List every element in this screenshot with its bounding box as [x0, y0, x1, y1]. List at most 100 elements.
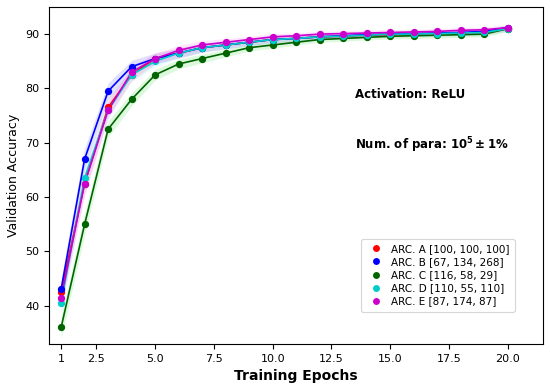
- Point: [245, 39, 254, 45]
- Point: [57, 294, 65, 301]
- Point: [174, 50, 183, 56]
- Point: [315, 31, 324, 37]
- Point: [386, 31, 395, 37]
- Point: [127, 72, 136, 78]
- Point: [174, 50, 183, 56]
- Point: [409, 31, 418, 37]
- Point: [198, 55, 207, 62]
- Point: [409, 33, 418, 39]
- Point: [268, 34, 277, 40]
- Point: [104, 126, 113, 132]
- Point: [456, 32, 465, 38]
- Point: [456, 30, 465, 36]
- Point: [104, 88, 113, 94]
- Point: [80, 221, 89, 227]
- Point: [151, 72, 160, 78]
- Point: [362, 32, 371, 38]
- Point: [221, 39, 230, 45]
- Point: [104, 105, 113, 111]
- Point: [57, 300, 65, 306]
- Point: [57, 286, 65, 292]
- Point: [456, 30, 465, 36]
- Point: [292, 35, 301, 42]
- Point: [80, 181, 89, 187]
- Point: [409, 30, 418, 37]
- Point: [292, 35, 301, 42]
- Point: [245, 39, 254, 45]
- Point: [480, 31, 489, 37]
- Point: [127, 96, 136, 103]
- Point: [315, 34, 324, 40]
- Point: [292, 39, 301, 45]
- Point: [362, 32, 371, 38]
- Point: [503, 26, 512, 32]
- Point: [433, 30, 442, 37]
- Point: [221, 42, 230, 48]
- Point: [174, 47, 183, 53]
- Point: [292, 33, 301, 39]
- Point: [409, 31, 418, 37]
- Point: [480, 27, 489, 33]
- Point: [198, 42, 207, 48]
- Point: [503, 25, 512, 31]
- Point: [480, 28, 489, 34]
- Point: [80, 175, 89, 181]
- Point: [339, 33, 348, 39]
- Point: [292, 35, 301, 42]
- Point: [480, 29, 489, 35]
- Point: [339, 33, 348, 39]
- Point: [268, 36, 277, 43]
- Point: [433, 32, 442, 38]
- Point: [480, 29, 489, 35]
- Point: [151, 55, 160, 62]
- Point: [339, 30, 348, 37]
- Point: [433, 28, 442, 34]
- Point: [268, 36, 277, 43]
- Point: [268, 36, 277, 43]
- Point: [456, 27, 465, 34]
- Point: [503, 25, 512, 31]
- Point: [315, 34, 324, 40]
- Point: [386, 33, 395, 39]
- Y-axis label: Validation Accuracy: Validation Accuracy: [7, 114, 20, 237]
- Point: [174, 61, 183, 67]
- Point: [80, 181, 89, 187]
- Point: [221, 50, 230, 56]
- Point: [362, 32, 371, 38]
- Point: [339, 35, 348, 42]
- Legend: ARC. A [100, 100, 100], ARC. B [67, 134, 268], ARC. C [116, 58, 29], ARC. D [110: ARC. A [100, 100, 100], ARC. B [67, 134,…: [361, 239, 515, 312]
- Point: [151, 55, 160, 62]
- Point: [409, 29, 418, 35]
- Point: [315, 34, 324, 40]
- Point: [386, 32, 395, 38]
- Point: [245, 44, 254, 51]
- Point: [433, 30, 442, 36]
- Point: [456, 29, 465, 35]
- Point: [198, 44, 207, 51]
- Point: [245, 39, 254, 45]
- Point: [127, 69, 136, 75]
- Point: [57, 324, 65, 331]
- Point: [104, 107, 113, 113]
- Point: [80, 156, 89, 162]
- Point: [362, 30, 371, 36]
- Point: [433, 30, 442, 37]
- Point: [57, 289, 65, 295]
- Point: [386, 29, 395, 35]
- Point: [104, 107, 113, 113]
- Point: [198, 44, 207, 51]
- Point: [362, 34, 371, 41]
- Point: [221, 42, 230, 48]
- X-axis label: Training Epochs: Training Epochs: [234, 369, 358, 383]
- Point: [221, 42, 230, 48]
- Point: [339, 33, 348, 39]
- Point: [503, 26, 512, 32]
- Point: [174, 50, 183, 56]
- Point: [386, 31, 395, 37]
- Text: Num. of para: $\mathbf{10^5 \pm 1\%}$: Num. of para: $\mathbf{10^5 \pm 1\%}$: [355, 135, 509, 154]
- Point: [127, 72, 136, 78]
- Text: Activation: ReLU: Activation: ReLU: [355, 88, 466, 101]
- Point: [245, 36, 254, 43]
- Point: [198, 44, 207, 51]
- Point: [151, 55, 160, 62]
